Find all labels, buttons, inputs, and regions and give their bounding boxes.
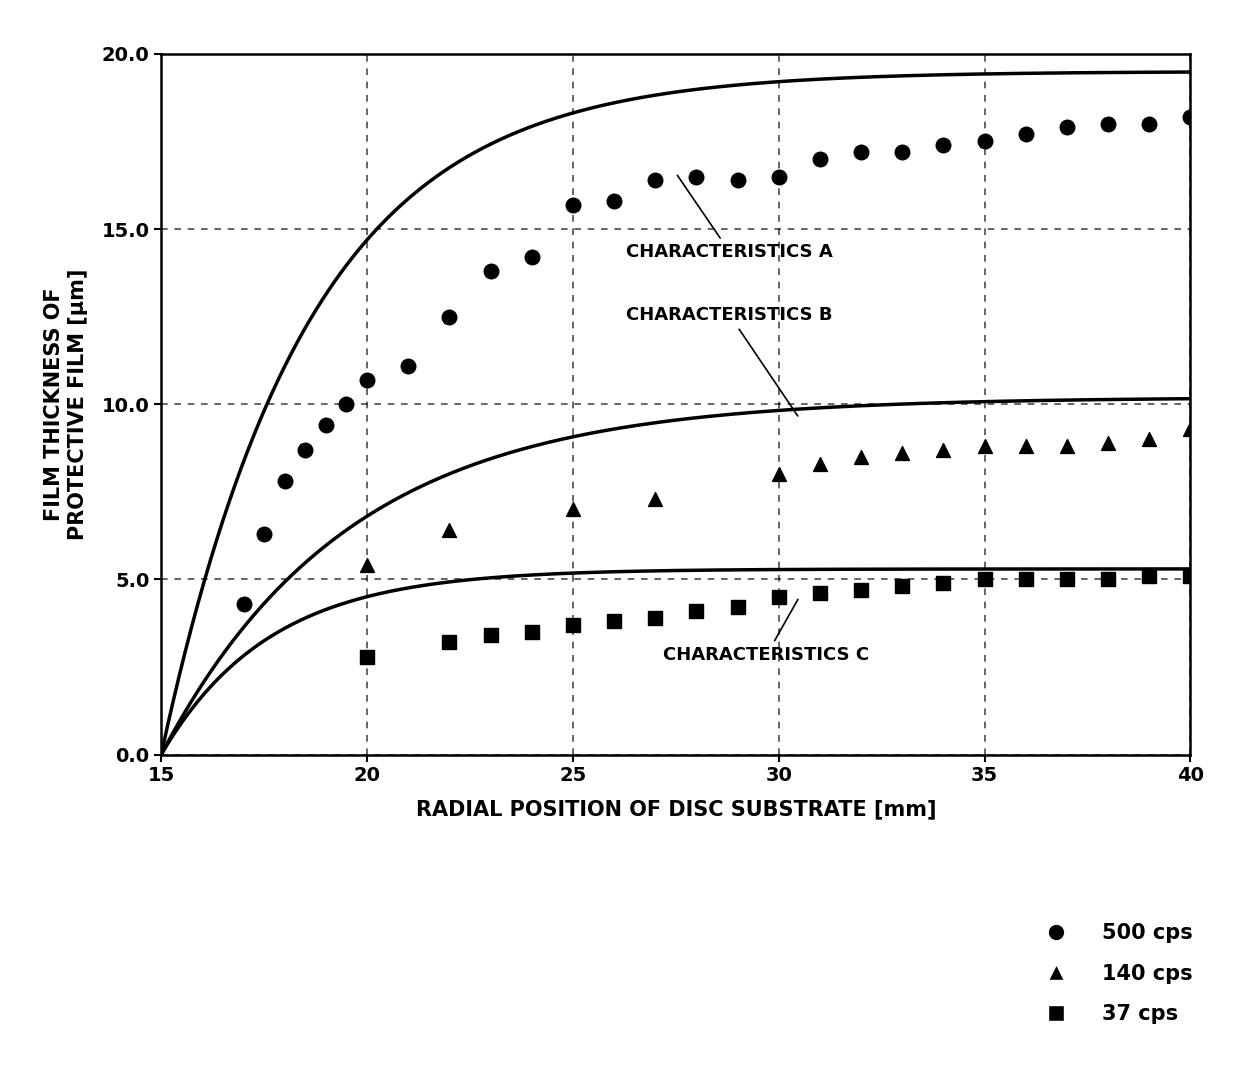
X-axis label: RADIAL POSITION OF DISC SUBSTRATE [mm]: RADIAL POSITION OF DISC SUBSTRATE [mm] — [415, 799, 936, 819]
Point — [439, 522, 459, 539]
Point — [645, 609, 665, 626]
Point — [357, 648, 377, 665]
Point — [481, 262, 501, 279]
Point — [851, 143, 870, 161]
Point — [439, 634, 459, 651]
Point — [934, 441, 954, 458]
Point — [275, 472, 295, 489]
Point — [1016, 126, 1035, 143]
Point — [1140, 115, 1159, 133]
Point — [1056, 438, 1076, 455]
Point — [687, 168, 707, 185]
Point — [1140, 567, 1159, 584]
Point — [522, 249, 542, 266]
Point — [1099, 434, 1118, 452]
Point — [563, 196, 583, 213]
Point — [481, 627, 501, 645]
Point — [687, 603, 707, 620]
Point — [975, 133, 994, 150]
Point — [934, 575, 954, 592]
Point — [810, 584, 830, 602]
Point — [316, 416, 336, 433]
Point — [893, 143, 913, 161]
Point — [1016, 438, 1035, 455]
Point — [1180, 567, 1200, 584]
Point — [1099, 115, 1118, 133]
Point — [934, 137, 954, 154]
Point — [233, 595, 253, 612]
Point — [975, 571, 994, 589]
Text: CHARACTERISTICS B: CHARACTERISTICS B — [626, 306, 833, 416]
Legend: 500 cps, 140 cps, 37 cps: 500 cps, 140 cps, 37 cps — [1035, 923, 1193, 1024]
Point — [1016, 571, 1035, 589]
Point — [439, 308, 459, 326]
Point — [810, 455, 830, 472]
Point — [645, 490, 665, 508]
Point — [769, 589, 789, 606]
Point — [769, 466, 789, 483]
Point — [645, 171, 665, 189]
Point — [1056, 571, 1076, 589]
Point — [1099, 571, 1118, 589]
Point — [851, 448, 870, 466]
Point — [1056, 119, 1076, 136]
Point — [975, 438, 994, 455]
Point — [893, 445, 913, 462]
Point — [563, 617, 583, 634]
Point — [357, 371, 377, 388]
Point — [604, 612, 624, 630]
Point — [1180, 109, 1200, 126]
Point — [893, 578, 913, 595]
Point — [295, 441, 315, 458]
Text: CHARACTERISTICS C: CHARACTERISTICS C — [663, 599, 869, 664]
Point — [728, 599, 748, 617]
Point — [522, 623, 542, 640]
Point — [1140, 431, 1159, 448]
Point — [1180, 420, 1200, 438]
Point — [357, 556, 377, 573]
Point — [728, 171, 748, 189]
Point — [398, 357, 418, 374]
Point — [851, 581, 870, 598]
Point — [769, 168, 789, 185]
Text: CHARACTERISTICS A: CHARACTERISTICS A — [626, 176, 833, 261]
Point — [254, 525, 274, 542]
Point — [563, 500, 583, 519]
Point — [336, 396, 356, 413]
Y-axis label: FILM THICKNESS OF
PROTECTIVE FILM [μm]: FILM THICKNESS OF PROTECTIVE FILM [μm] — [45, 268, 88, 540]
Point — [604, 192, 624, 209]
Point — [810, 151, 830, 168]
